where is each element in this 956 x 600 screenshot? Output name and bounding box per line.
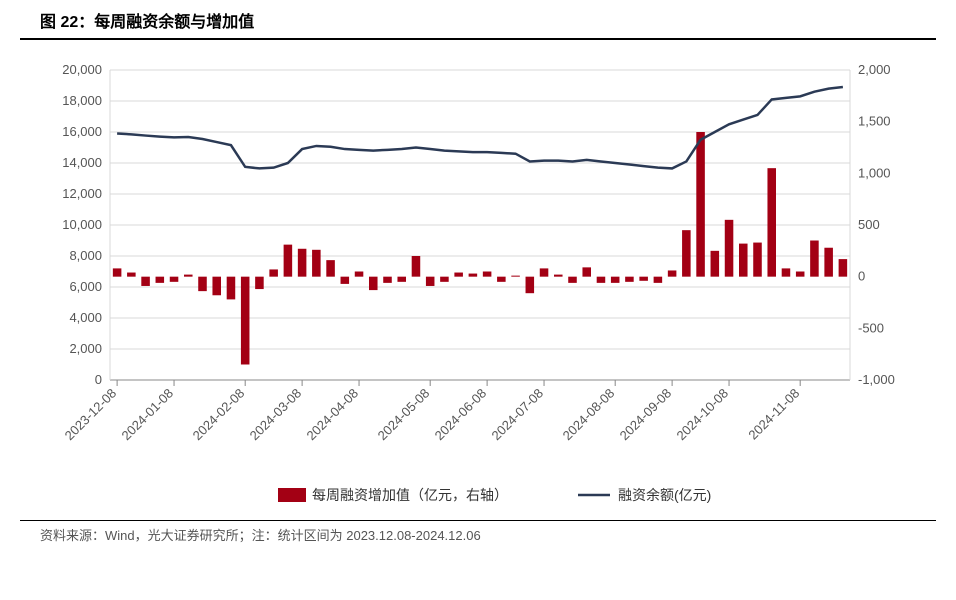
footer-source: 资料来源：Wind，光大证券研究所；注：统计区间为 2023.12.08-202…	[20, 520, 936, 548]
svg-text:2024-03-08: 2024-03-08	[247, 386, 305, 444]
svg-text:-500: -500	[858, 320, 884, 335]
svg-text:2024-02-08: 2024-02-08	[190, 386, 248, 444]
svg-text:16,000: 16,000	[62, 124, 102, 139]
svg-text:2024-06-08: 2024-06-08	[432, 386, 490, 444]
svg-text:2023-12-08: 2023-12-08	[62, 386, 120, 444]
svg-text:14,000: 14,000	[62, 155, 102, 170]
svg-text:0: 0	[858, 269, 865, 284]
svg-text:2024-01-08: 2024-01-08	[119, 386, 177, 444]
svg-text:18,000: 18,000	[62, 93, 102, 108]
svg-text:1,000: 1,000	[858, 165, 891, 180]
svg-text:8,000: 8,000	[69, 248, 102, 263]
svg-text:融资余额(亿元): 融资余额(亿元)	[618, 487, 711, 503]
svg-text:每周融资增加值（亿元，右轴）: 每周融资增加值（亿元，右轴）	[312, 487, 508, 503]
svg-text:-1,000: -1,000	[858, 372, 895, 387]
svg-text:2024-09-08: 2024-09-08	[617, 386, 675, 444]
svg-text:4,000: 4,000	[69, 310, 102, 325]
svg-text:12,000: 12,000	[62, 186, 102, 201]
svg-text:2024-07-08: 2024-07-08	[489, 386, 547, 444]
chart-title: 图 22：每周融资余额与增加值	[20, 0, 936, 40]
svg-text:10,000: 10,000	[62, 217, 102, 232]
svg-text:2,000: 2,000	[69, 341, 102, 356]
svg-text:0: 0	[95, 372, 102, 387]
svg-text:500: 500	[858, 217, 880, 232]
svg-text:2024-05-08: 2024-05-08	[375, 386, 433, 444]
svg-text:20,000: 20,000	[62, 62, 102, 77]
svg-text:1,500: 1,500	[858, 114, 891, 129]
svg-text:2024-08-08: 2024-08-08	[560, 386, 618, 444]
combo-chart: 0 2,000 4,000 6,000 8,000 10,000 12,000 14,000 1…	[20, 50, 936, 520]
svg-text:2,000: 2,000	[858, 62, 891, 77]
chart-container: 0 2,000 4,000 6,000 8,000 10,000 12,000 14,000 1…	[20, 50, 936, 520]
svg-text:2024-04-08: 2024-04-08	[304, 386, 362, 444]
svg-text:2024-10-08: 2024-10-08	[674, 386, 732, 444]
svg-text:6,000: 6,000	[69, 279, 102, 294]
svg-text:2024-11-08: 2024-11-08	[745, 386, 802, 443]
